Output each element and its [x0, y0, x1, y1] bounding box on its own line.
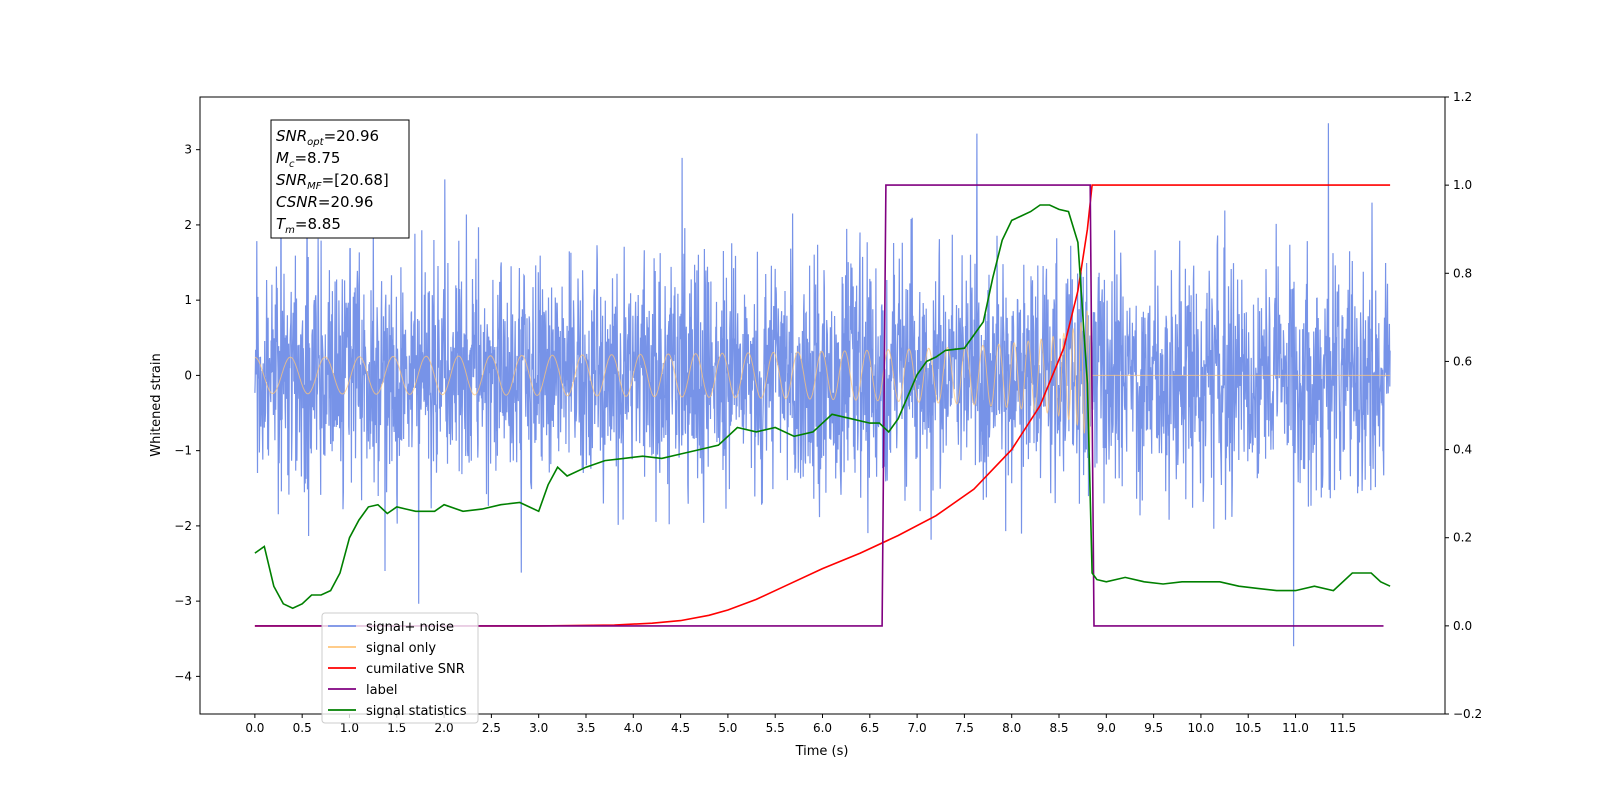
y-tick-label: 1 — [184, 293, 192, 307]
x-tick-label: 4.0 — [624, 721, 643, 735]
annotation-line: Tm=8.85 — [276, 215, 341, 236]
y-axis-ticks: 3 2 1 0 −1 −2 −3 −4 — [174, 143, 200, 683]
y2-tick-label: 1.2 — [1453, 90, 1472, 104]
legend-frame — [321, 612, 479, 724]
x-tick-label: 4.5 — [671, 721, 690, 735]
x-tick-label: 3.5 — [576, 721, 595, 735]
x-tick-label: 9.5 — [1144, 721, 1163, 735]
y2-tick-label: 0.8 — [1453, 266, 1472, 280]
y2-tick-label: 0.4 — [1453, 443, 1472, 457]
y2-tick-label: 0.6 — [1453, 354, 1472, 368]
x-tick-label: 8.0 — [1002, 721, 1021, 735]
legend-label: cumilative SNR — [366, 662, 465, 677]
y-tick-label: −2 — [174, 519, 192, 533]
y-tick-label: 3 — [184, 143, 192, 157]
y-tick-label: −3 — [174, 594, 192, 608]
x-tick-label: 10.5 — [1235, 721, 1262, 735]
series-line-signal-only — [254, 295, 1391, 451]
y2-tick-label: 1.0 — [1453, 178, 1472, 192]
x-tick-label: 3.0 — [529, 721, 548, 735]
x-tick-label: 10.0 — [1188, 721, 1215, 735]
x-tick-label: 6.0 — [813, 721, 832, 735]
series-line-signal-statistics — [254, 204, 1391, 610]
x-axis-label: Time (s) — [795, 744, 849, 759]
legend-label: label — [366, 683, 397, 698]
x-tick-label: 0.0 — [245, 721, 264, 735]
y2-tick-label: 0.2 — [1453, 531, 1472, 545]
x-tick-label: 1.0 — [340, 721, 359, 735]
y-axis-label: Whitened strain — [149, 353, 164, 456]
x-tick-label: 2.5 — [482, 721, 501, 735]
legend-label: signal only — [366, 641, 436, 656]
x-tick-label: 1.5 — [387, 721, 406, 735]
x-axis-ticks: 0.0 0.5 1.0 1.5 2.0 2.5 3.0 3.5 4.0 4.5 5.0 5.5 6.0 6… — [245, 714, 1356, 735]
legend: signal+ noise signal only cumilative SNR la… — [321, 612, 479, 724]
y-tick-label: −4 — [174, 669, 192, 683]
x-tick-label: 5.5 — [766, 721, 785, 735]
y-tick-label: 0 — [184, 368, 192, 382]
y-tick-label: 2 — [184, 218, 192, 232]
y2-tick-label: −0.2 — [1453, 707, 1482, 721]
left-axis-plot-area — [254, 123, 1391, 647]
annotation-line: Mc=8.75 — [276, 149, 340, 170]
x-tick-label: 9.0 — [1097, 721, 1116, 735]
x-tick-label: 11.0 — [1282, 721, 1309, 735]
legend-label: signal statistics — [366, 704, 467, 719]
series-line-cumilative-snr — [254, 184, 1391, 627]
x-tick-label: 6.5 — [860, 721, 879, 735]
series-line-label — [254, 184, 1384, 627]
y2-axis-ticks: 1.2 1.0 0.8 0.6 0.4 0.2 0.0 −0.2 — [1445, 90, 1482, 721]
x-tick-label: 7.0 — [908, 721, 927, 735]
x-tick-label: 7.5 — [955, 721, 974, 735]
annotation-line: CSNR=20.96 — [276, 193, 373, 211]
x-tick-label: 11.5 — [1329, 721, 1356, 735]
x-tick-label: 8.5 — [1049, 721, 1068, 735]
right-axis-plot-area — [254, 184, 1391, 627]
annotation-lines: SNRopt=20.96Mc=8.75SNRMF=[20.68]CSNR=20.… — [276, 127, 389, 236]
x-tick-label: 2.0 — [435, 721, 454, 735]
legend-items: signal+ noise signal only cumilative SNR la… — [328, 620, 467, 719]
x-tick-label: 0.5 — [293, 721, 312, 735]
annotation-box: SNRopt=20.96Mc=8.75SNRMF=[20.68]CSNR=20.… — [270, 119, 410, 239]
annotation-line: SNRopt=20.96 — [276, 127, 379, 148]
annotation-line: SNRMF=[20.68] — [276, 171, 389, 192]
legend-label: signal+ noise — [366, 620, 454, 635]
y-tick-label: −1 — [174, 444, 192, 458]
y2-tick-label: 0.0 — [1453, 619, 1472, 633]
x-tick-label: 5.0 — [718, 721, 737, 735]
annotation-frame — [270, 119, 410, 239]
